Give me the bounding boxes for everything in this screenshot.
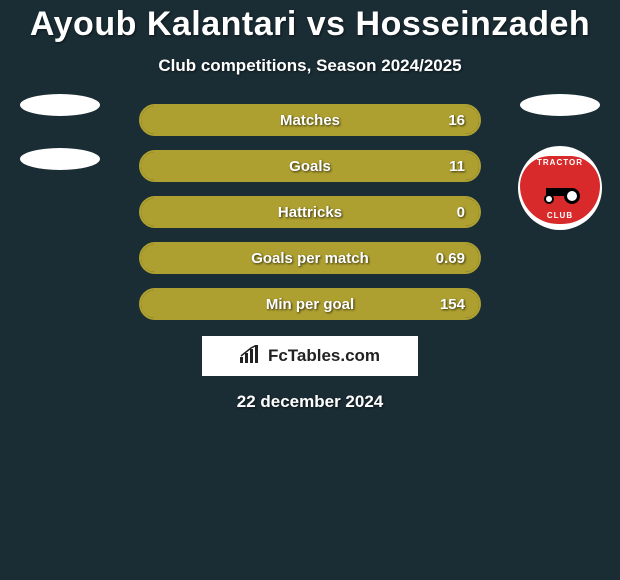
stat-bar-value: 16 xyxy=(448,112,465,129)
stat-bar: Matches16 xyxy=(139,104,481,136)
ellipse-shape xyxy=(20,94,100,116)
stat-bar-label: Goals per match xyxy=(141,250,479,267)
tractor-icon xyxy=(540,184,580,204)
stat-bars: Matches16 Goals11 Hattricks0 Goals per matc… xyxy=(139,104,481,320)
logo-text-bottom: CLUB xyxy=(520,211,600,220)
logo-text-top: TRACTOR xyxy=(520,158,600,167)
fctables-badge: FcTables.com xyxy=(202,336,418,376)
stat-bar-label: Hattricks xyxy=(141,204,479,221)
stat-bar-value: 0.69 xyxy=(436,250,465,267)
player1-avatar-placeholder xyxy=(20,94,100,202)
stats-area: TRACTOR CLUB Matches16 Goals11 Hattricks0 G… xyxy=(0,104,620,320)
stat-bar-label: Matches xyxy=(141,112,479,129)
chart-icon xyxy=(240,345,262,368)
stat-bar-value: 0 xyxy=(457,204,465,221)
fctables-label: FcTables.com xyxy=(268,346,380,366)
stat-bar: Goals11 xyxy=(139,150,481,182)
stat-bar-value: 11 xyxy=(449,158,465,175)
ellipse-shape xyxy=(20,148,100,170)
stat-bar: Min per goal154 xyxy=(139,288,481,320)
stat-bar: Goals per match0.69 xyxy=(139,242,481,274)
player2-avatar-placeholder xyxy=(520,94,600,116)
season-subtitle: Club competitions, Season 2024/2025 xyxy=(0,56,620,76)
club-logo: TRACTOR CLUB xyxy=(518,146,602,230)
stat-bar-value: 154 xyxy=(440,296,465,313)
comparison-title: Ayoub Kalantari vs Hosseinzadeh xyxy=(0,5,620,44)
stat-bar-label: Min per goal xyxy=(141,296,479,313)
stat-bar: Hattricks0 xyxy=(139,196,481,228)
date-label: 22 december 2024 xyxy=(0,392,620,412)
stat-bar-label: Goals xyxy=(141,158,479,175)
